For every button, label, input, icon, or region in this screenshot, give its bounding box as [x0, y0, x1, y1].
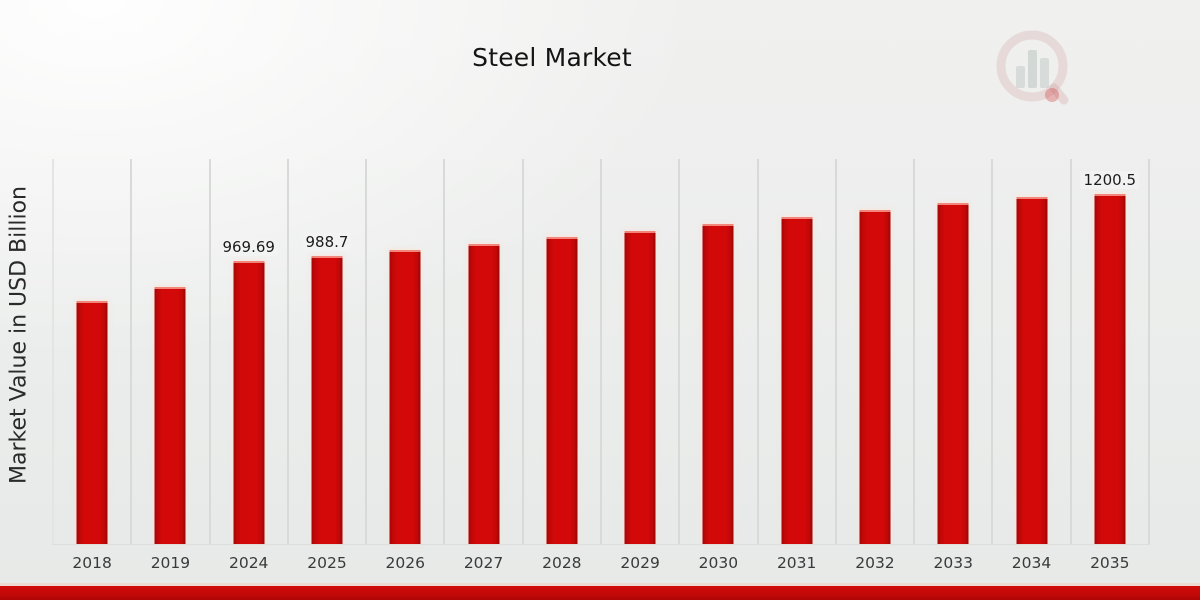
bar-column-2018: 2018: [54, 159, 133, 572]
x-tick-2027: 2027: [463, 554, 504, 572]
x-tick-2024: 2024: [228, 554, 269, 572]
x-tick-2019: 2019: [150, 554, 191, 572]
bar-2018: [76, 301, 108, 544]
bar-column-2025: 988.7 2025: [289, 159, 368, 572]
data-label-2035: 1200.5: [1080, 170, 1140, 189]
bar-column-2029: 2029: [602, 159, 681, 572]
x-tick-2030: 2030: [698, 554, 739, 572]
x-tick-2028: 2028: [542, 554, 582, 572]
bar-column-2034: 2034: [993, 159, 1072, 572]
bar-2029: [624, 230, 656, 544]
bar-column-2026: 2026: [367, 159, 446, 572]
bar-column-2028: 2028: [524, 159, 602, 572]
bar-2032: [859, 209, 891, 544]
bar-2030: [702, 223, 734, 544]
bar-column-2024: 969.69 2024: [211, 159, 289, 572]
bar-2031: [781, 216, 813, 544]
data-label-2024: 969.69: [219, 238, 278, 257]
x-tick-2026: 2026: [385, 554, 425, 572]
bar-column-2019: 2019: [132, 159, 211, 572]
x-tick-2029: 2029: [620, 554, 660, 572]
x-tick-2032: 2032: [855, 554, 895, 572]
bar-2027: [468, 243, 500, 544]
bar-column-2033: 2033: [915, 159, 994, 572]
plot-area: 2018 2019 969.69 2024 988.7 2025 2026 2027 2028 2…: [52, 159, 1150, 572]
x-tick-2031: 2031: [776, 554, 817, 572]
bar-2034: [1016, 196, 1048, 544]
bar-column-2031: 2031: [759, 159, 837, 572]
bar-2026: [389, 250, 421, 544]
bar-column-2027: 2027: [445, 159, 524, 572]
x-tick-2033: 2033: [933, 554, 973, 572]
bar-2024: 969.69: [219, 238, 278, 544]
footer-brand-bar: [0, 586, 1200, 600]
bar-column-2032: 2032: [837, 159, 916, 572]
bar-2025: 988.7: [302, 232, 352, 544]
bar-2033: [937, 202, 969, 544]
data-label-2025: 988.7: [302, 232, 352, 251]
bar-column-2035: 1200.5 2035: [1072, 159, 1150, 572]
bar-2019: [154, 287, 186, 544]
x-tick-2034: 2034: [1011, 554, 1052, 572]
x-tick-2018: 2018: [72, 554, 112, 572]
bar-2035: 1200.5: [1080, 170, 1140, 544]
bar-2028: [546, 237, 578, 544]
y-axis-title: Market Value in USD Billion: [6, 185, 32, 485]
chart-title: Steel Market: [472, 43, 632, 72]
x-tick-2035: 2035: [1090, 554, 1130, 572]
footer-accent-line: [0, 583, 1200, 586]
x-tick-2025: 2025: [307, 554, 347, 572]
x-axis-line: [52, 544, 1150, 545]
bar-column-2030: 2030: [680, 159, 759, 572]
